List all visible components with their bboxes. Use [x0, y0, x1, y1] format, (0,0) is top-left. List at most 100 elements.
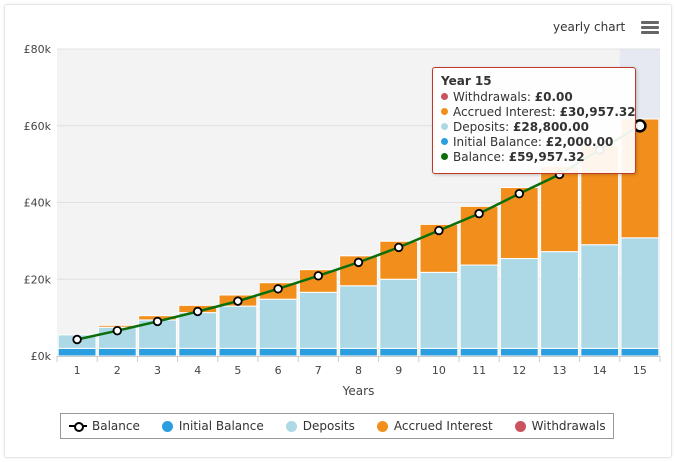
- x-tick-label: 11: [472, 364, 486, 377]
- tooltip-value: £28,800.00: [513, 120, 589, 134]
- balance-point: [353, 257, 364, 268]
- bar-initial-balance: [620, 347, 660, 357]
- bar-deposits: [499, 258, 539, 349]
- tooltip-value: £2,000.00: [545, 135, 614, 149]
- chart-legend: Balance Initial Balance Deposits Accrued…: [60, 413, 614, 439]
- tooltip-title: Year 15: [441, 74, 492, 88]
- bar-initial-balance: [580, 347, 620, 357]
- bar-initial-balance: [57, 347, 97, 357]
- tooltip-value: £0.00: [534, 90, 573, 104]
- bar-initial-balance: [499, 347, 539, 357]
- x-tick-label: 4: [194, 364, 201, 377]
- tooltip-value: £30,957.32: [559, 105, 636, 119]
- bar-initial-balance: [218, 347, 258, 357]
- x-tick-label: 12: [512, 364, 526, 377]
- deposits-dot-icon: [441, 123, 448, 130]
- tooltip-label: Accrued Interest:: [453, 105, 556, 119]
- tooltip-label: Initial Balance:: [453, 135, 542, 149]
- chart-period-label: yearly chart: [553, 20, 626, 34]
- blue-dot-icon: [161, 420, 173, 432]
- balance-point: [514, 188, 524, 199]
- bar-initial-balance: [298, 347, 338, 357]
- tooltip-label: Deposits:: [453, 120, 510, 134]
- bar-initial-balance: [138, 347, 177, 357]
- light-blue-dot-icon: [285, 420, 297, 432]
- bar-deposits: [218, 305, 258, 349]
- bar-deposits: [258, 298, 298, 349]
- bar-deposits: [620, 237, 660, 349]
- x-tick-label: 10: [432, 364, 446, 377]
- bar-accrued-interest: [540, 165, 579, 253]
- tooltip-row-deposits: Deposits: £28,800.00: [441, 120, 627, 135]
- y-tick-label: £80k: [24, 43, 52, 56]
- balance-point: [313, 271, 323, 281]
- balance-dot-icon: [441, 153, 448, 160]
- legend-label: Balance: [92, 419, 140, 433]
- x-tick-label: 13: [553, 364, 567, 377]
- bar-initial-balance: [178, 347, 218, 357]
- bar-deposits: [459, 264, 499, 349]
- withdrawals-dot-icon: [441, 93, 448, 100]
- x-tick-label: 1: [74, 364, 81, 377]
- x-tick-label: 15: [633, 364, 647, 377]
- balance-point: [233, 296, 243, 306]
- bar-initial-balance: [540, 347, 579, 357]
- bar-initial-balance: [258, 347, 298, 357]
- y-tick-label: £20k: [24, 273, 52, 286]
- balance-point: [434, 225, 444, 236]
- balance-point: [192, 306, 203, 317]
- tooltip-row-initial-balance: Initial Balance: £2,000.00: [441, 135, 627, 150]
- legend-item-deposits[interactable]: Deposits: [285, 419, 355, 433]
- bar-deposits: [580, 244, 620, 349]
- tooltip-row-withdrawals: Withdrawals: £0.00: [441, 90, 627, 105]
- legend-label: Accrued Interest: [393, 419, 493, 433]
- tooltip-label: Balance:: [453, 150, 505, 164]
- balance-point: [152, 316, 163, 327]
- bar-initial-balance: [419, 347, 459, 357]
- bar-initial-balance: [379, 347, 419, 357]
- legend-item-withdrawals[interactable]: Withdrawals: [514, 419, 606, 433]
- bar-deposits: [540, 251, 579, 349]
- balance-point: [273, 284, 283, 294]
- bar-initial-balance: [339, 347, 378, 357]
- legend-item-initial-balance[interactable]: Initial Balance: [161, 419, 264, 433]
- x-tick-label: 6: [275, 364, 282, 377]
- legend-item-balance[interactable]: Balance: [69, 419, 140, 433]
- bar-deposits: [419, 271, 459, 349]
- x-tick-label: 7: [315, 364, 322, 377]
- hamburger-menu-icon[interactable]: [641, 21, 659, 35]
- x-tick-label: 5: [234, 364, 241, 377]
- accrued-interest-dot-icon: [441, 108, 448, 115]
- x-tick-label: 9: [395, 364, 402, 377]
- x-tick-label: 8: [355, 364, 362, 377]
- balance-point: [394, 242, 404, 253]
- tooltip-row-accrued-interest: Accrued Interest: £30,957.32: [441, 105, 636, 120]
- balance-point: [474, 208, 484, 219]
- bar-initial-balance: [459, 347, 499, 357]
- x-tick-label: 2: [114, 364, 121, 377]
- x-axis-title: Years: [342, 384, 375, 398]
- chart-tooltip: Year 15 Withdrawals: £0.00 Accrued Inter…: [432, 67, 636, 174]
- legend-label: Initial Balance: [178, 419, 264, 433]
- legend-label: Withdrawals: [531, 419, 606, 433]
- tooltip-row-balance: Balance: £59,957.32: [441, 150, 627, 165]
- y-tick-label: £60k: [24, 120, 52, 133]
- bar-deposits: [178, 312, 218, 349]
- bar-deposits: [379, 278, 419, 349]
- y-tick-label: £40k: [24, 197, 52, 210]
- legend-label: Deposits: [302, 419, 355, 433]
- balance-point: [633, 119, 647, 133]
- x-tick-label: 14: [593, 364, 607, 377]
- x-tick-label: 3: [154, 364, 161, 377]
- orange-dot-icon: [376, 420, 388, 432]
- tooltip-label: Withdrawals:: [453, 90, 531, 104]
- line-marker-icon: [69, 421, 87, 432]
- y-tick-label: £0k: [31, 350, 52, 363]
- balance-point: [72, 334, 82, 345]
- bar-initial-balance: [97, 347, 137, 357]
- legend-item-accrued-interest[interactable]: Accrued Interest: [376, 419, 493, 433]
- bar-deposits: [339, 285, 378, 349]
- tooltip-value: £59,957.32: [508, 150, 585, 164]
- red-dot-icon: [514, 420, 526, 432]
